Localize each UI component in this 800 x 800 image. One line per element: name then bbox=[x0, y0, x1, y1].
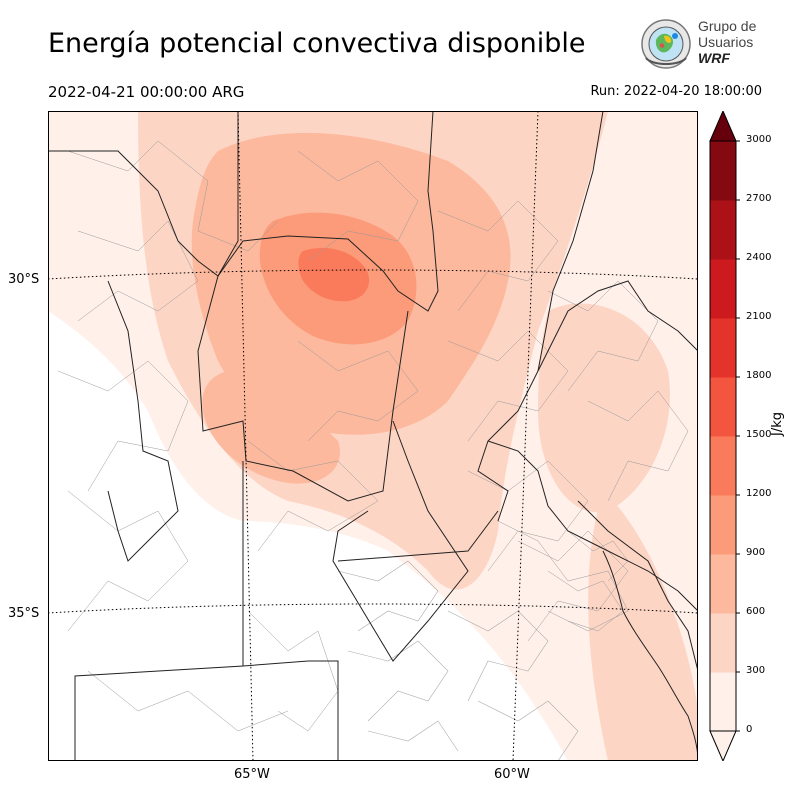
lat-label-30s: 30°S bbox=[8, 272, 40, 287]
lon-label-65w: 65°W bbox=[234, 767, 270, 782]
colorbar-unit: J/kg bbox=[770, 412, 785, 436]
colorbar-tick-label: 0 bbox=[746, 724, 753, 735]
colorbar-extend-min bbox=[709, 730, 737, 761]
wrf-logo: Grupo de Usuarios WRF bbox=[638, 18, 763, 70]
colorbar-tick-label: 600 bbox=[746, 606, 766, 617]
cape-contour-600-900-south bbox=[202, 371, 340, 484]
colorbar-tick-label: 1800 bbox=[746, 370, 772, 381]
cape-contour-300-600-east bbox=[538, 303, 670, 513]
logo-line3: WRF bbox=[698, 50, 730, 66]
colorbar-segment bbox=[710, 377, 736, 437]
run-time: Run: 2022-04-20 18:00:00 bbox=[590, 84, 762, 99]
logo-line2: Usuarios bbox=[698, 34, 754, 50]
coastline bbox=[602, 550, 698, 761]
colorbar bbox=[709, 111, 740, 761]
cape-contour-1200-1500 bbox=[298, 247, 370, 302]
colorbar-tick-label: 2400 bbox=[746, 252, 772, 263]
colorbar-segment bbox=[710, 554, 736, 614]
colorbar-segment bbox=[710, 436, 736, 496]
graticule bbox=[48, 111, 698, 761]
chart-title: Energía potencial convectiva disponible bbox=[48, 28, 586, 59]
colorbar-tick-label: 2700 bbox=[746, 193, 772, 204]
colorbar-segment bbox=[710, 259, 736, 319]
colorbar-tick-label: 2100 bbox=[746, 311, 772, 322]
colorbar-tick-label: 300 bbox=[746, 665, 766, 676]
valid-time: 2022-04-21 00:00:00 ARG bbox=[48, 83, 245, 101]
colorbar-tick-label: 1500 bbox=[746, 429, 772, 440]
cape-map bbox=[48, 111, 698, 761]
province-boundaries bbox=[48, 111, 698, 761]
map-frame bbox=[48, 111, 698, 761]
cape-shading bbox=[48, 111, 698, 761]
colorbar-segment bbox=[710, 141, 736, 201]
logo-line1: Grupo de bbox=[698, 18, 757, 34]
colorbar-tick-label: 1200 bbox=[746, 488, 772, 499]
boundaries bbox=[48, 111, 698, 761]
colorbar-extend-max bbox=[709, 111, 737, 142]
globe-emblem-icon bbox=[641, 19, 691, 69]
colorbar-segment bbox=[710, 613, 736, 673]
colorbar-tick-label: 3000 bbox=[746, 134, 772, 145]
colorbar-tick-label: 900 bbox=[746, 547, 766, 558]
colorbar-segment bbox=[710, 318, 736, 378]
lon-label-60w: 60°W bbox=[494, 767, 530, 782]
lat-label-35s: 35°S bbox=[8, 606, 40, 621]
colorbar-segment bbox=[710, 495, 736, 555]
colorbar-segment bbox=[710, 672, 736, 732]
buenos-aires-partidos bbox=[337, 560, 579, 761]
colorbar-segment bbox=[710, 200, 736, 260]
